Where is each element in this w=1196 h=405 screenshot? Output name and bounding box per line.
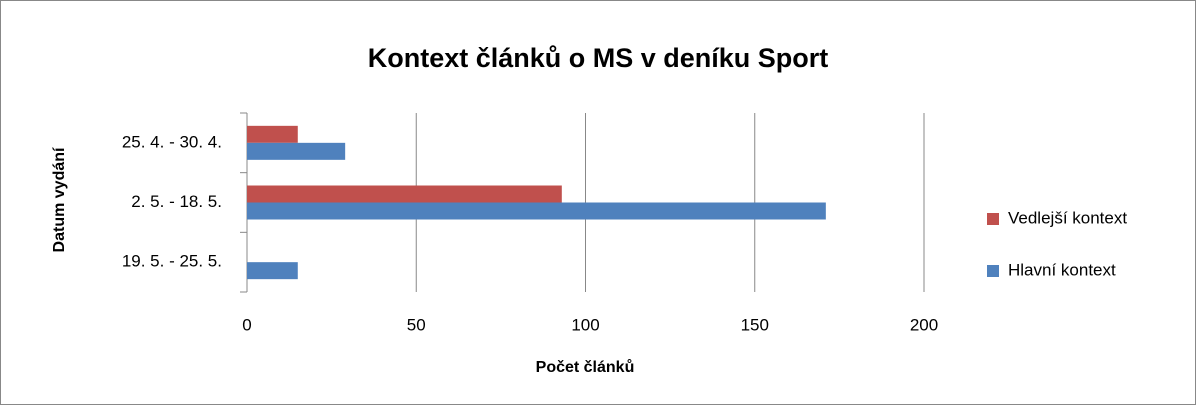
x-tick-label: 150	[741, 315, 769, 334]
legend-swatch	[987, 265, 999, 277]
y-axis-title: Datum vydání	[51, 147, 68, 252]
bar	[247, 142, 346, 160]
y-tick-label: 2. 5. - 18. 5.	[131, 192, 222, 211]
legend-swatch	[987, 213, 999, 225]
x-tick-label: 200	[910, 315, 938, 334]
legend-label: Hlavní kontext	[1008, 260, 1116, 279]
x-axis-title: Počet článků	[536, 359, 635, 376]
y-tick-label: 19. 5. - 25. 5.	[122, 252, 222, 271]
bar	[247, 185, 562, 203]
x-tick-label: 0	[242, 315, 251, 334]
chart-title: Kontext článků o MS v deníku Sport	[368, 43, 829, 73]
x-tick-label: 50	[407, 315, 426, 334]
bar	[247, 262, 298, 280]
bar	[247, 125, 298, 143]
bar	[247, 202, 826, 220]
y-tick-label: 25. 4. - 30. 4.	[122, 132, 222, 151]
x-tick-label: 100	[571, 315, 599, 334]
legend-label: Vedlejší kontext	[1008, 208, 1127, 227]
